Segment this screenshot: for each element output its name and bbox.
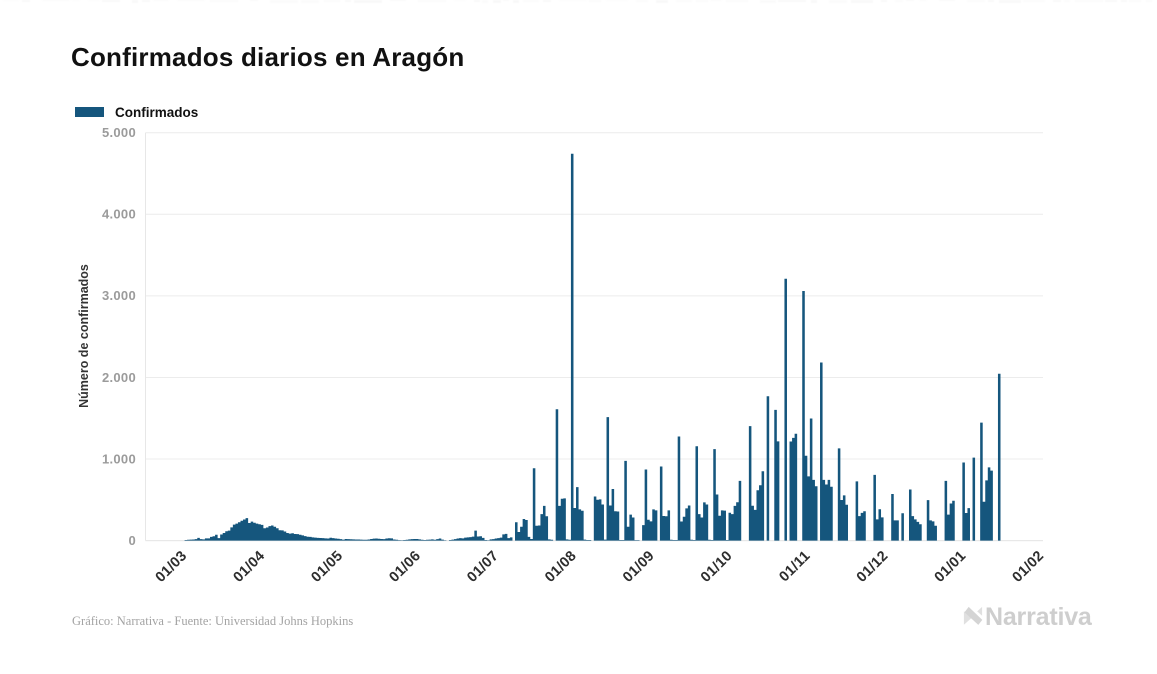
- svg-text:Confirmados diarios en Aragón: Confirmados diarios en Aragón: [71, 42, 464, 72]
- svg-text:5.000: 5.000: [102, 125, 136, 140]
- svg-text:0: 0: [128, 533, 136, 548]
- svg-text:Número de confirmados: Número de confirmados: [77, 264, 91, 408]
- svg-text:1.000: 1.000: [102, 451, 136, 466]
- svg-text:3.000: 3.000: [102, 288, 136, 303]
- svg-text:Confirmados: Confirmados: [115, 105, 198, 120]
- svg-text:4.000: 4.000: [102, 207, 136, 222]
- svg-text:Gráfico: Narrativa - Fuente: U: Gráfico: Narrativa - Fuente: Universidad…: [72, 614, 353, 628]
- svg-text:Narrativa: Narrativa: [985, 603, 1093, 631]
- svg-text:2.000: 2.000: [102, 370, 136, 385]
